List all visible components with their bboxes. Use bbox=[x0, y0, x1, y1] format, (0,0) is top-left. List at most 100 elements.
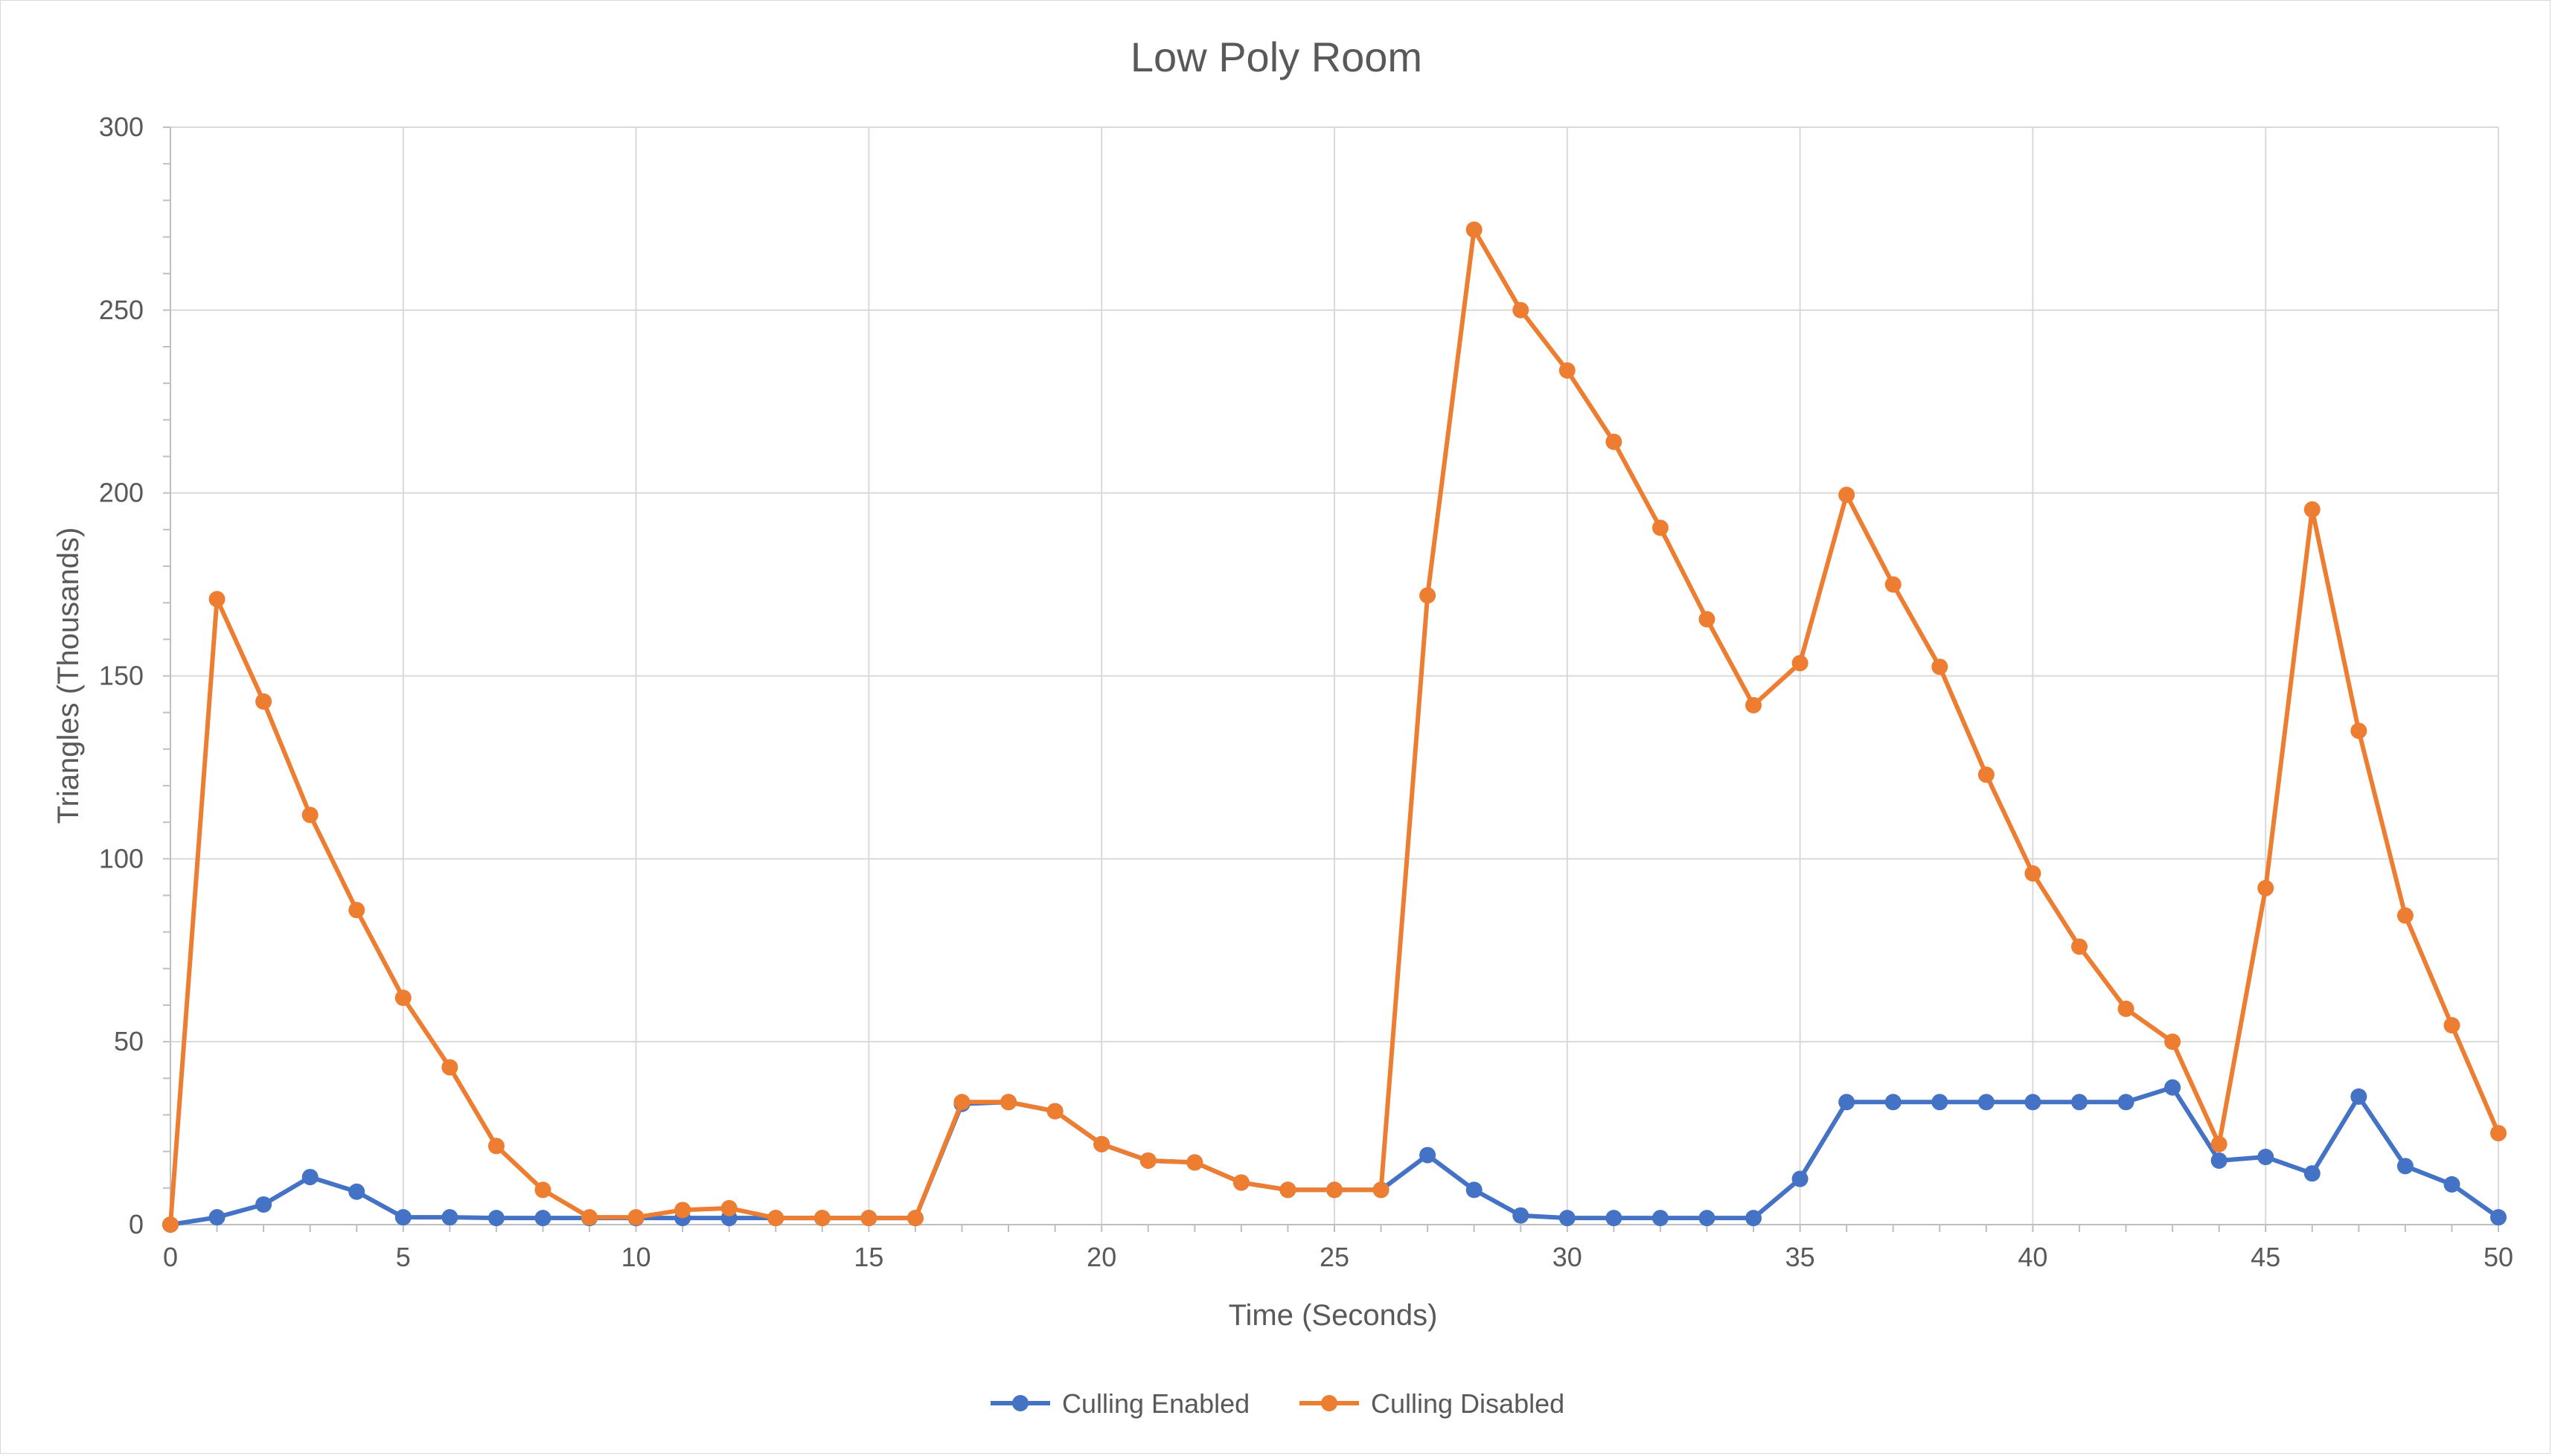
data-point-culling-disabled bbox=[1465, 221, 1483, 238]
data-point-culling-enabled bbox=[534, 1210, 551, 1227]
y-tick-label: 150 bbox=[99, 661, 144, 691]
data-point-culling-disabled bbox=[1186, 1154, 1203, 1171]
y-axis-title: Triangles (Thousands) bbox=[52, 527, 85, 824]
data-point-culling-disabled bbox=[2210, 1135, 2228, 1152]
legend-item-culling-enabled: Culling Enabled bbox=[991, 1388, 1250, 1419]
x-tick-label: 10 bbox=[621, 1242, 651, 1272]
data-point-culling-disabled bbox=[534, 1181, 551, 1199]
data-point-culling-enabled bbox=[394, 1209, 412, 1226]
series-culling-disabled bbox=[162, 221, 2507, 1233]
data-point-culling-disabled bbox=[441, 1059, 458, 1076]
x-tick-label: 40 bbox=[2018, 1242, 2047, 1272]
data-point-culling-disabled bbox=[1558, 362, 1576, 379]
data-point-culling-disabled bbox=[627, 1209, 645, 1226]
data-point-culling-disabled bbox=[720, 1199, 738, 1216]
data-point-culling-disabled bbox=[953, 1094, 970, 1111]
data-point-culling-enabled bbox=[1745, 1210, 1762, 1227]
data-point-culling-enabled bbox=[2164, 1079, 2181, 1096]
series-lines bbox=[162, 221, 2507, 1233]
legend-point-marker bbox=[1012, 1395, 1029, 1411]
data-point-culling-disabled bbox=[1651, 519, 1669, 536]
data-point-culling-enabled bbox=[301, 1169, 319, 1186]
data-point-culling-disabled bbox=[1139, 1152, 1157, 1169]
data-point-culling-disabled bbox=[2490, 1125, 2507, 1142]
data-point-culling-enabled bbox=[1977, 1094, 1995, 1111]
y-tick-label: 50 bbox=[114, 1026, 144, 1056]
data-point-culling-disabled bbox=[1605, 433, 1622, 450]
x-tick-label: 0 bbox=[163, 1242, 178, 1272]
data-point-culling-enabled bbox=[1419, 1146, 1436, 1164]
data-point-culling-disabled bbox=[162, 1216, 179, 1233]
x-tick-label: 15 bbox=[854, 1242, 883, 1272]
legend-item-culling-disabled: Culling Disabled bbox=[1299, 1388, 1564, 1419]
data-point-culling-disabled bbox=[813, 1210, 831, 1227]
data-point-culling-disabled bbox=[301, 806, 319, 824]
data-point-culling-disabled bbox=[581, 1209, 598, 1226]
data-point-culling-enabled bbox=[1838, 1094, 1855, 1111]
data-point-culling-enabled bbox=[2024, 1094, 2041, 1111]
data-point-culling-disabled bbox=[2117, 1000, 2134, 1017]
data-point-culling-enabled bbox=[2396, 1158, 2414, 1175]
data-point-culling-disabled bbox=[348, 902, 365, 919]
data-point-culling-enabled bbox=[2257, 1149, 2274, 1166]
data-point-culling-disabled bbox=[2257, 879, 2274, 897]
data-point-culling-disabled bbox=[1046, 1103, 1064, 1120]
data-point-culling-enabled bbox=[441, 1209, 458, 1226]
data-point-culling-disabled bbox=[1093, 1135, 1110, 1152]
data-point-culling-disabled bbox=[2350, 722, 2367, 740]
data-point-culling-disabled bbox=[860, 1210, 877, 1227]
x-tick-label: 35 bbox=[1785, 1242, 1815, 1272]
data-point-culling-enabled bbox=[2117, 1094, 2134, 1111]
y-tick-label: 200 bbox=[99, 478, 144, 508]
data-point-culling-disabled bbox=[1977, 766, 1995, 783]
x-tick-label: 25 bbox=[1320, 1242, 1349, 1272]
data-point-culling-enabled bbox=[2443, 1176, 2460, 1193]
data-point-culling-disabled bbox=[2024, 865, 2041, 882]
x-tick-label: 30 bbox=[1552, 1242, 1582, 1272]
y-tick-label: 100 bbox=[99, 843, 144, 873]
data-point-culling-disabled bbox=[255, 693, 272, 710]
data-point-culling-enabled bbox=[487, 1210, 505, 1227]
data-point-culling-disabled bbox=[1279, 1181, 1296, 1199]
data-point-culling-enabled bbox=[1558, 1210, 1576, 1227]
y-tick-label: 0 bbox=[129, 1209, 144, 1239]
x-tick-label: 50 bbox=[2484, 1242, 2513, 1272]
data-point-culling-enabled bbox=[1791, 1170, 1809, 1187]
data-point-culling-disabled bbox=[1512, 301, 1529, 318]
data-point-culling-disabled bbox=[208, 591, 226, 608]
legend-label: Culling Disabled bbox=[1371, 1388, 1564, 1419]
data-point-culling-disabled bbox=[2443, 1017, 2460, 1034]
data-point-culling-disabled bbox=[1698, 611, 1715, 628]
data-point-culling-enabled bbox=[255, 1196, 272, 1213]
data-point-culling-enabled bbox=[348, 1183, 365, 1200]
data-point-culling-disabled bbox=[1372, 1181, 1389, 1199]
y-tick-label: 300 bbox=[99, 112, 144, 142]
data-point-culling-disabled bbox=[1326, 1181, 1343, 1199]
x-axis-title: Time (Seconds) bbox=[1229, 1299, 1438, 1332]
data-point-culling-enabled bbox=[208, 1209, 226, 1226]
data-point-culling-disabled bbox=[767, 1210, 784, 1227]
data-point-culling-enabled bbox=[2070, 1094, 2088, 1111]
data-point-culling-disabled bbox=[906, 1210, 924, 1227]
data-point-culling-enabled bbox=[1698, 1210, 1715, 1227]
data-point-culling-disabled bbox=[394, 990, 412, 1007]
data-point-culling-disabled bbox=[1419, 587, 1436, 604]
data-point-culling-disabled bbox=[1000, 1094, 1017, 1111]
data-point-culling-disabled bbox=[674, 1202, 691, 1219]
data-point-culling-enabled bbox=[2350, 1088, 2367, 1105]
data-point-culling-disabled bbox=[1791, 655, 1809, 672]
data-point-culling-enabled bbox=[1605, 1210, 1622, 1227]
data-point-culling-disabled bbox=[2303, 501, 2321, 518]
data-point-culling-disabled bbox=[1838, 487, 1855, 504]
gridlines bbox=[170, 126, 2499, 1225]
data-point-culling-enabled bbox=[1651, 1210, 1669, 1227]
legend-label: Culling Enabled bbox=[1062, 1388, 1250, 1419]
data-point-culling-disabled bbox=[487, 1138, 505, 1155]
legend-point-marker bbox=[1321, 1395, 1337, 1411]
data-point-culling-disabled bbox=[2396, 907, 2414, 924]
data-point-culling-enabled bbox=[2490, 1209, 2507, 1226]
data-point-culling-disabled bbox=[1232, 1174, 1250, 1191]
data-point-culling-disabled bbox=[2070, 938, 2088, 955]
